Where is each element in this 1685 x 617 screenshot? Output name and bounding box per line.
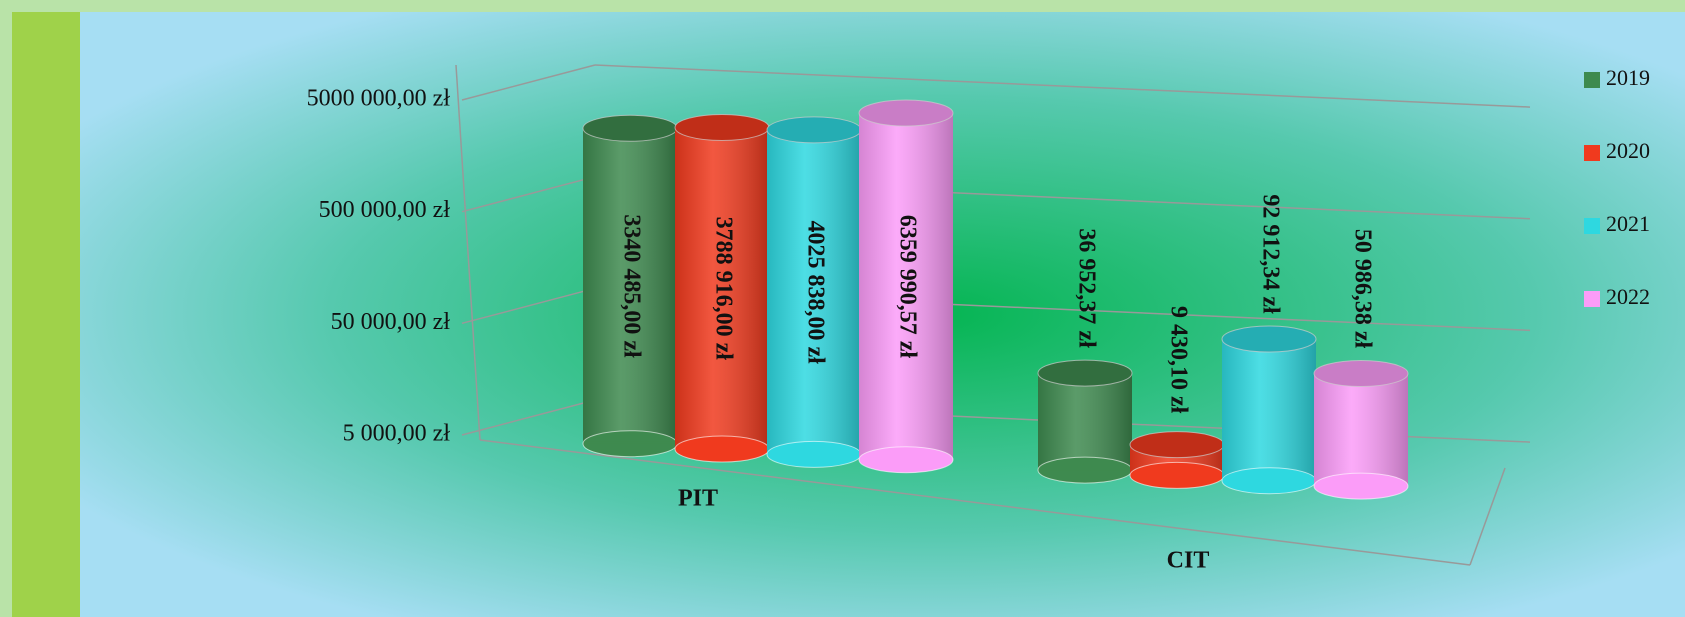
bar-cover: [676, 447, 768, 450]
legend-label: 2020: [1606, 138, 1650, 163]
legend-label: 2019: [1606, 65, 1650, 90]
bar-top: [766, 116, 862, 144]
bar-cover: [1131, 473, 1223, 476]
y-tick-label: 500 000,00 zł: [319, 197, 451, 223]
bar-shade: [675, 127, 769, 450]
legend-swatch: [1584, 145, 1600, 161]
legend-swatch: [1584, 218, 1600, 234]
legend-label: 2022: [1606, 284, 1650, 309]
y-tick-label: 5000 000,00 zł: [307, 86, 451, 112]
bar-cover: [768, 452, 860, 455]
data-label: 92 912,34 zł: [1257, 194, 1283, 314]
bar-cover: [1315, 484, 1407, 487]
bar-top: [582, 114, 678, 142]
grid-line: [594, 64, 1531, 108]
bar-cover: [1223, 478, 1315, 481]
bar-cover: [860, 457, 952, 460]
floor-edge: [1469, 467, 1506, 566]
data-label: 36 952,37 zł: [1073, 228, 1099, 348]
axis: [455, 64, 481, 441]
legend-swatch: [1584, 72, 1600, 88]
bar-shade: [1222, 339, 1316, 481]
x-tick-label: PIT: [678, 486, 718, 512]
bar-top: [1221, 325, 1317, 353]
grid-line: [461, 287, 596, 325]
bar-shade: [583, 128, 677, 444]
x-tick-label: CIT: [1167, 548, 1210, 574]
data-label: 9 430,10 zł: [1165, 306, 1191, 414]
bar-cover: [1039, 468, 1131, 471]
data-label: 4025 838,00 zł: [802, 220, 828, 364]
legend-swatch: [1584, 291, 1600, 307]
bar-top: [674, 113, 770, 141]
bar-shade: [859, 113, 953, 460]
grid-line: [461, 175, 596, 213]
y-tick-label: 50 000,00 zł: [331, 309, 451, 335]
left-strip: [12, 12, 80, 617]
data-label: 3788 916,00 zł: [710, 217, 736, 361]
bar-shade: [767, 129, 861, 455]
data-label: 6359 990,57 zł: [894, 215, 920, 359]
grid-line: [461, 399, 596, 436]
data-label: 3340 485,00 zł: [618, 214, 644, 358]
y-tick-label: 5 000,00 zł: [343, 421, 451, 447]
bar-shade: [1038, 373, 1132, 471]
data-label: 50 986,38 zł: [1349, 229, 1375, 349]
bar-top: [1313, 359, 1409, 387]
bar-top: [1129, 431, 1225, 459]
bar-top: [1037, 359, 1133, 387]
floor-edge: [479, 439, 1471, 566]
grid-line: [461, 64, 596, 101]
bar-shade: [1314, 373, 1408, 487]
bar-top: [858, 99, 954, 127]
legend-label: 2021: [1606, 211, 1650, 236]
bar-cover: [584, 441, 676, 444]
